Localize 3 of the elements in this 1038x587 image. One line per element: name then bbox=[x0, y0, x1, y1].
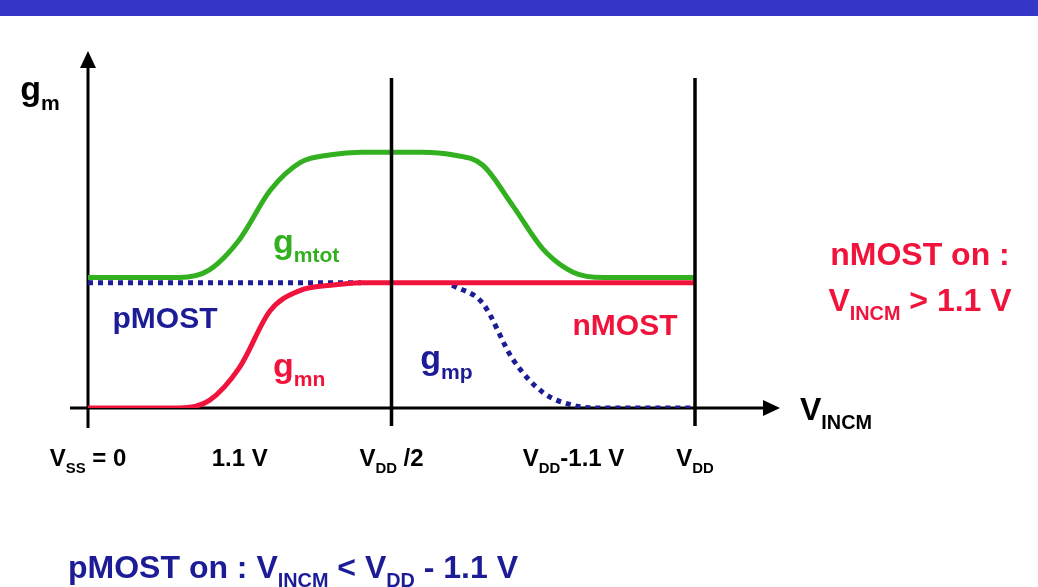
annotation: pMOST bbox=[112, 301, 218, 334]
annotation: nMOST bbox=[572, 308, 678, 341]
x-tick-label: 1.1 V bbox=[211, 444, 268, 471]
